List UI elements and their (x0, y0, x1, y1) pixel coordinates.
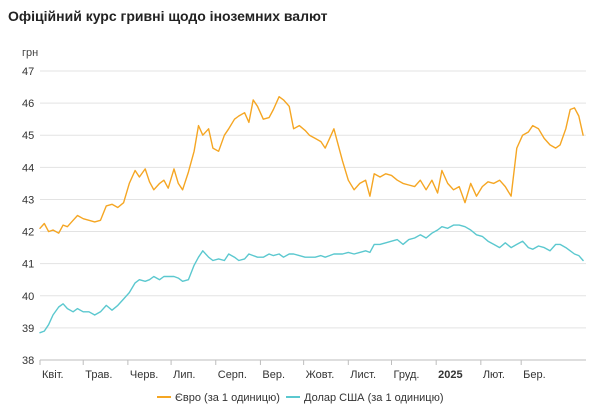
y-tick-label: 42 (22, 227, 34, 239)
series-line-0 (39, 96, 584, 234)
x-tick-label: Лют. (483, 369, 505, 381)
y-tick-label: 46 (22, 98, 34, 110)
x-tick-label: Груд. (394, 369, 420, 381)
x-tick-label: Вер. (262, 369, 285, 381)
x-tick-label: Жовт. (306, 369, 335, 381)
y-tick-label: 44 (22, 162, 34, 174)
y-tick-label: 41 (22, 259, 34, 271)
x-tick-label: Трав. (85, 369, 112, 381)
y-tick-label: 39 (22, 323, 34, 335)
y-tick-label: 47 (22, 66, 34, 78)
y-axis-unit-label: грн (22, 47, 38, 59)
x-tick-label: Бер. (523, 369, 546, 381)
series-layer (39, 96, 584, 334)
grid (40, 70, 586, 361)
x-tick-label: Лист. (350, 369, 376, 381)
legend-label-0: Євро (за 1 одиницю) (175, 392, 280, 404)
x-axis: Квіт. Трав. Черв. Лип. Серп. Вер. Жовт. Лист. Гр… (39, 360, 546, 381)
x-tick-label: Серп. (218, 369, 247, 381)
y-tick-label: 43 (22, 194, 34, 206)
x-tick-label: Лип. (173, 369, 195, 381)
chart-title: Офіційний курс гривні щодо іноземних вал… (8, 8, 328, 24)
x-tick-label: 2025 (438, 369, 462, 381)
x-tick-label: Черв. (130, 369, 158, 381)
legend: Євро (за 1 одиницю) Долар США (за 1 одини… (157, 392, 444, 404)
legend-label-1: Долар США (за 1 одиницю) (304, 392, 444, 404)
y-tick-label: 45 (22, 130, 34, 142)
series-line-1 (39, 224, 584, 334)
x-tick-label: Квіт. (42, 369, 64, 381)
y-tick-label: 38 (22, 355, 34, 367)
y-axis: 38 39 40 41 42 43 44 45 46 47 (22, 66, 34, 367)
y-tick-label: 40 (22, 291, 34, 303)
